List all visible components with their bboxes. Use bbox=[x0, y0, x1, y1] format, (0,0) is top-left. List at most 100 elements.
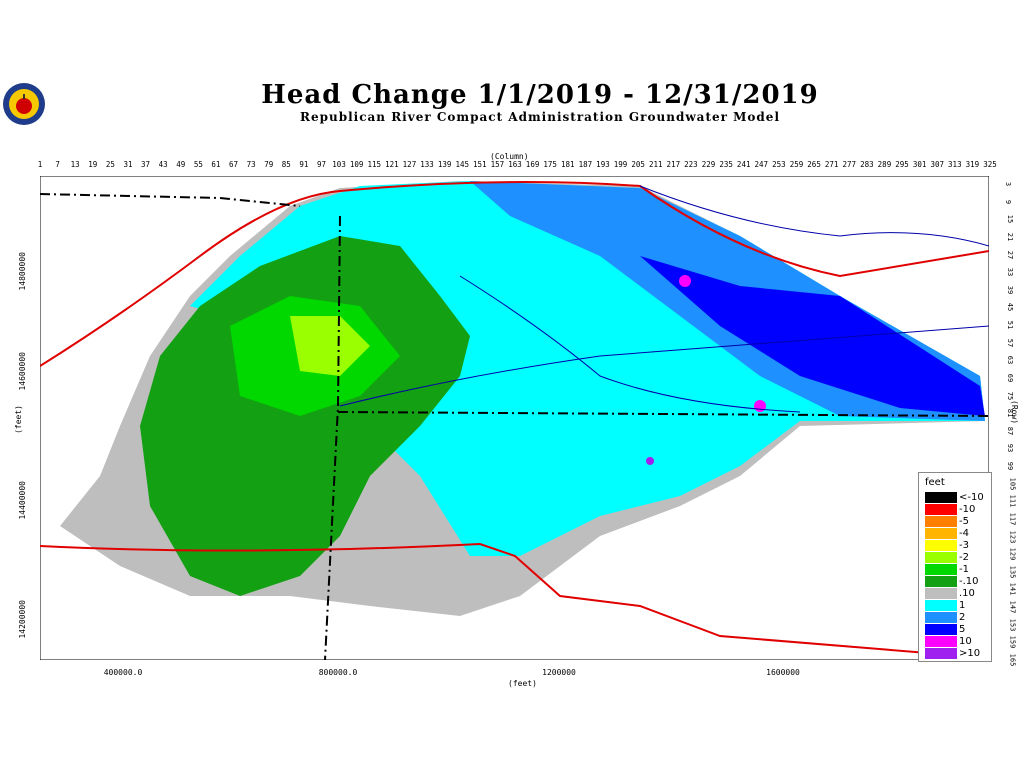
region-green bbox=[140, 236, 470, 596]
column-tick: 43 bbox=[158, 160, 168, 169]
column-tick: 61 bbox=[211, 160, 221, 169]
legend-label: -5 bbox=[959, 515, 969, 527]
column-tick: 31 bbox=[123, 160, 133, 169]
legend-swatch bbox=[925, 635, 957, 647]
column-tick: 127 bbox=[402, 160, 417, 169]
legend-label: -10 bbox=[959, 503, 976, 515]
legend-swatch bbox=[925, 527, 957, 539]
column-tick: 301 bbox=[912, 160, 927, 169]
column-tick: 175 bbox=[543, 160, 557, 169]
row-tick: 21 bbox=[1006, 232, 1015, 242]
column-tick: 55 bbox=[193, 160, 203, 169]
river bbox=[339, 325, 989, 407]
column-tick: 283 bbox=[860, 160, 874, 169]
legend-item: -2 bbox=[925, 551, 969, 563]
row-tick: 111 bbox=[1008, 495, 1017, 508]
column-tick: 145 bbox=[455, 160, 469, 169]
column-tick: 211 bbox=[648, 160, 663, 169]
column-tick: 247 bbox=[754, 160, 769, 169]
column-tick: 19 bbox=[88, 160, 98, 169]
legend-swatch bbox=[925, 611, 957, 623]
region-magenta bbox=[646, 457, 654, 465]
row-tick: 123 bbox=[1008, 530, 1017, 543]
column-tick: 259 bbox=[789, 160, 804, 169]
row-tick: 63 bbox=[1006, 356, 1015, 365]
y-tick: 14800000 bbox=[18, 252, 27, 291]
legend-label: 10 bbox=[959, 635, 972, 647]
column-tick: 85 bbox=[281, 160, 291, 169]
column-tick: 223 bbox=[684, 160, 698, 169]
row-tick: 105 bbox=[1008, 477, 1017, 491]
legend-item: <-10 bbox=[925, 491, 984, 503]
column-tick: 13 bbox=[70, 160, 80, 169]
legend-swatch bbox=[925, 551, 957, 563]
column-tick: 187 bbox=[578, 160, 593, 169]
column-tick: 199 bbox=[613, 160, 628, 169]
row-tick: 129 bbox=[1008, 547, 1017, 561]
legend-item: -3 bbox=[925, 539, 969, 551]
y-tick: 14600000 bbox=[18, 352, 27, 391]
column-tick: 241 bbox=[736, 160, 751, 169]
row-tick: 57 bbox=[1006, 338, 1015, 347]
x-axis-unit-label: (feet) bbox=[508, 679, 537, 688]
column-tick: 319 bbox=[965, 160, 980, 169]
column-tick: 205 bbox=[631, 160, 645, 169]
row-tick: 141 bbox=[1008, 583, 1017, 596]
legend-label: >10 bbox=[959, 647, 981, 659]
region-magenta bbox=[679, 275, 691, 287]
legend-swatch bbox=[925, 647, 957, 659]
column-tick: 1 bbox=[37, 160, 43, 169]
row-tick: 87 bbox=[1006, 426, 1015, 436]
row-tick: 69 bbox=[1006, 373, 1015, 383]
x-tick: 1200000 bbox=[542, 668, 576, 677]
column-tick: 151 bbox=[473, 160, 487, 169]
row-tick: 39 bbox=[1006, 285, 1015, 294]
column-tick: 265 bbox=[807, 160, 821, 169]
column-tick: 121 bbox=[385, 160, 399, 169]
road bbox=[40, 542, 941, 655]
row-tick: 165 bbox=[1008, 653, 1017, 667]
row-tick: 153 bbox=[1008, 618, 1017, 632]
column-tick: 157 bbox=[490, 160, 505, 169]
row-tick: 93 bbox=[1006, 444, 1015, 453]
legend-item: .10 bbox=[925, 587, 975, 599]
legend-label: -1 bbox=[959, 563, 969, 575]
legend-swatch bbox=[925, 491, 957, 503]
legend-swatch bbox=[925, 515, 957, 527]
legend-title: feet bbox=[925, 477, 945, 488]
legend-label: 2 bbox=[959, 611, 966, 623]
x-tick: 1600000 bbox=[766, 668, 800, 677]
region-lime bbox=[290, 316, 370, 376]
legend-item: -5 bbox=[925, 515, 969, 527]
row-tick: 9 bbox=[1004, 199, 1013, 204]
legend-item: 10 bbox=[925, 635, 972, 647]
legend-label: <-10 bbox=[959, 491, 984, 503]
column-tick: 67 bbox=[229, 160, 239, 169]
legend-label: -4 bbox=[959, 527, 969, 539]
row-tick: 3 bbox=[1004, 181, 1013, 187]
legend-label: 1 bbox=[959, 599, 966, 611]
column-tick: 181 bbox=[560, 160, 575, 169]
region-deep-blue bbox=[640, 256, 985, 416]
row-tick: 99 bbox=[1006, 461, 1015, 471]
legend-item: -.10 bbox=[925, 575, 979, 587]
x-tick: 400000.0 bbox=[103, 668, 143, 677]
column-tick: 37 bbox=[141, 160, 151, 169]
column-tick: 235 bbox=[719, 160, 733, 169]
row-tick: 45 bbox=[1006, 303, 1015, 312]
column-tick: 271 bbox=[824, 160, 839, 169]
column-ticks: 1 7 13 19 25 31 37 43 49 55 61 67 73 79 85 91 97 103 109 11… bbox=[37, 160, 997, 170]
legend-swatch bbox=[925, 503, 957, 515]
column-tick: 109 bbox=[349, 160, 364, 169]
legend-item: -4 bbox=[925, 527, 969, 539]
legend-swatch bbox=[925, 587, 957, 599]
column-tick: 115 bbox=[367, 160, 382, 169]
page-subtitle: Republican River Compact Administration … bbox=[299, 110, 780, 124]
legend-label: 5 bbox=[959, 623, 966, 635]
legend-item: 1 bbox=[925, 599, 965, 611]
column-tick: 139 bbox=[437, 160, 452, 169]
y-tick: 14200000 bbox=[18, 600, 27, 639]
row-tick: 27 bbox=[1006, 250, 1015, 259]
column-tick: 103 bbox=[332, 160, 346, 169]
column-tick: 253 bbox=[772, 160, 786, 169]
